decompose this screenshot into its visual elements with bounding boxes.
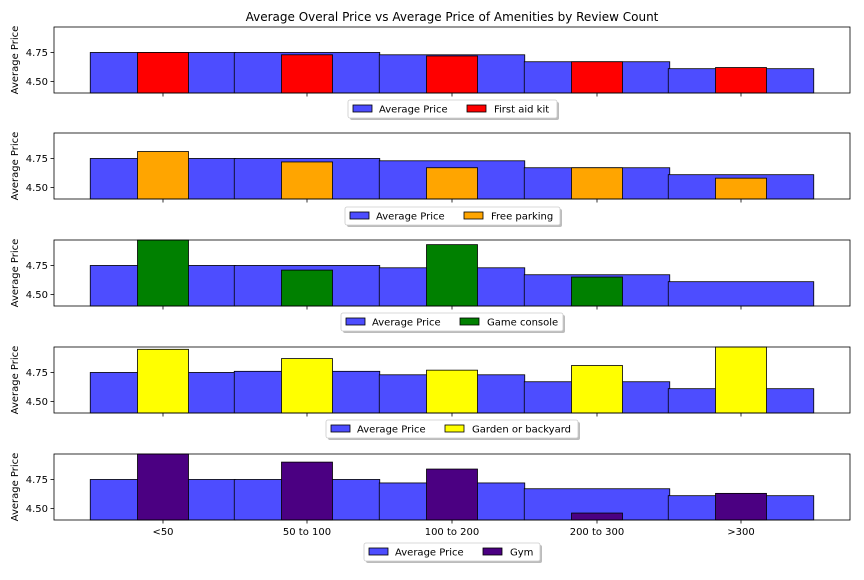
amenity-bar-first-aid-kit-200-to-300 xyxy=(571,61,623,94)
amenity-bar-garden-or-backyard-50-to-100 xyxy=(281,358,333,414)
y-axis-label-1: Average Price xyxy=(10,26,21,95)
amenity-bar-gym-300 xyxy=(715,492,767,521)
amenity-bar-free-parking-200-to-300 xyxy=(571,167,623,200)
legend-swatch-average-1 xyxy=(352,104,373,113)
amenity-bar-first-aid-kit-100-to-200 xyxy=(426,55,478,94)
x-tick-label-50-to-100: 50 to 100 xyxy=(283,527,331,538)
amenity-bar-free-parking-100-to-200 xyxy=(426,167,478,200)
x-tick-label-100-to-200: 100 to 200 xyxy=(425,527,480,538)
y-axis-label-5: Average Price xyxy=(10,453,21,522)
legend-label-first-aid-kit: First aid kit xyxy=(494,105,549,116)
legend-box-3 xyxy=(340,312,564,332)
legend-box-2 xyxy=(344,206,561,226)
y-tick-label-2-4-75: 4.75 xyxy=(26,154,48,165)
amenity-bar-garden-or-backyard-300 xyxy=(715,346,767,414)
y-tick-label-3-4-5: 4.50 xyxy=(26,290,48,301)
legend-label-game-console: Game console xyxy=(487,318,558,329)
x-tick-label-300: >300 xyxy=(727,527,754,538)
amenity-bar-first-aid-kit-300 xyxy=(715,67,767,94)
amenity-bar-garden-or-backyard-200-to-300 xyxy=(571,365,623,414)
legend-swatch-average-2 xyxy=(349,211,370,220)
y-tick-label-4-4-5: 4.50 xyxy=(26,397,48,408)
legend-label-average-4: Average Price xyxy=(357,425,426,436)
avg-price-bar-3-300 xyxy=(667,281,815,307)
amenity-bar-free-parking-50-to-100 xyxy=(281,161,333,200)
y-tick-label-5-4-75: 4.75 xyxy=(26,475,48,486)
amenity-bar-garden-or-backyard-50 xyxy=(137,348,189,414)
amenity-bar-game-console-100-to-200 xyxy=(426,244,478,307)
legend-label-free-parking: Free parking xyxy=(491,212,553,223)
chart-title: Average Overal Price vs Average Price of… xyxy=(246,10,659,24)
legend-swatch-garden-or-backyard xyxy=(444,424,465,433)
amenity-bar-first-aid-kit-50 xyxy=(137,52,189,94)
legend-box-5 xyxy=(363,542,541,562)
legend-box-1 xyxy=(347,99,558,119)
legend-swatch-average-4 xyxy=(330,424,351,433)
amenity-bar-garden-or-backyard-100-to-200 xyxy=(426,369,478,414)
amenity-bar-free-parking-300 xyxy=(715,177,767,200)
y-tick-label-5-4-5: 4.50 xyxy=(26,504,48,515)
amenity-bar-gym-50-to-100 xyxy=(281,461,333,521)
y-tick-label-1-4-75: 4.75 xyxy=(26,48,48,59)
amenity-bar-gym-100-to-200 xyxy=(426,468,478,521)
amenity-bar-gym-50 xyxy=(137,453,189,521)
legend-label-garden-or-backyard: Garden or backyard xyxy=(472,425,571,436)
legend-swatch-gym xyxy=(482,547,503,556)
legend-swatch-average-3 xyxy=(345,317,366,326)
x-tick-label-200-to-300: 200 to 300 xyxy=(570,527,625,538)
y-tick-label-1-4-5: 4.50 xyxy=(26,77,48,88)
y-tick-label-2-4-5: 4.50 xyxy=(26,183,48,194)
amenity-bar-game-console-50 xyxy=(137,239,189,307)
x-tick-label-50: <50 xyxy=(152,527,173,538)
legend-label-gym: Gym xyxy=(510,548,533,559)
y-tick-label-4-4-75: 4.75 xyxy=(26,368,48,379)
legend-label-average-5: Average Price xyxy=(395,548,464,559)
legend-swatch-free-parking xyxy=(463,211,484,220)
y-axis-label-3: Average Price xyxy=(10,239,21,308)
legend-label-average-2: Average Price xyxy=(376,212,445,223)
legend-label-average-1: Average Price xyxy=(379,105,448,116)
amenity-bar-gym-200-to-300 xyxy=(571,512,623,521)
amenity-bar-game-console-50-to-100 xyxy=(281,269,333,307)
amenity-bar-game-console-200-to-300 xyxy=(571,276,623,307)
legend-swatch-first-aid-kit xyxy=(466,104,487,113)
legend-swatch-game-console xyxy=(459,317,480,326)
y-axis-label-2: Average Price xyxy=(10,132,21,201)
amenity-bar-first-aid-kit-50-to-100 xyxy=(281,54,333,94)
amenity-bar-free-parking-50 xyxy=(137,151,189,200)
legend-label-average-3: Average Price xyxy=(372,318,441,329)
legend-swatch-average-5 xyxy=(368,547,389,556)
y-tick-label-3-4-75: 4.75 xyxy=(26,261,48,272)
y-axis-label-4: Average Price xyxy=(10,346,21,415)
